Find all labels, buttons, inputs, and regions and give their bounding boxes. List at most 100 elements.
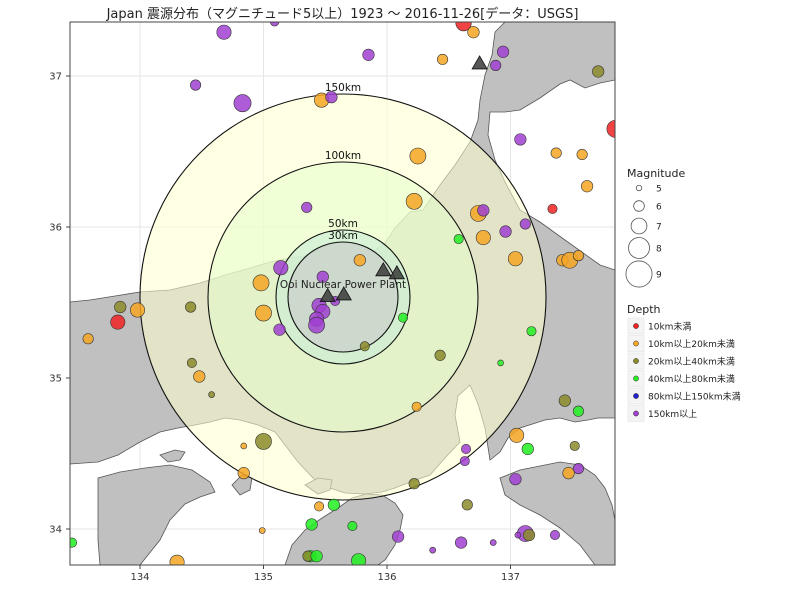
earthquake-point	[273, 260, 289, 276]
legend-depth-dot	[633, 393, 639, 399]
earthquake-point	[569, 440, 580, 451]
earthquake-point	[353, 254, 366, 267]
earthquake-point	[82, 333, 94, 345]
y-axis-ticks: 34 35 36 37	[49, 72, 70, 536]
earthquake-point	[550, 147, 562, 159]
earthquake-point	[576, 148, 588, 161]
earthquake-point	[467, 26, 480, 39]
legend-magnitude-label: 7	[656, 223, 662, 233]
x-axis-ticks: 134 135 136 137	[130, 565, 520, 583]
earthquake-point	[316, 270, 329, 283]
nuclear-plant-marker	[471, 55, 488, 70]
y-tick-label: 36	[49, 223, 62, 234]
earthquake-point	[190, 79, 202, 91]
earthquake-point	[411, 401, 422, 412]
earthquake-point	[429, 546, 436, 554]
earthquake-point	[237, 467, 250, 480]
earthquake-point	[233, 94, 252, 113]
earthquake-point	[580, 180, 594, 193]
legend: Magnitude 5 6 7 8 9 Depth 10km未満 10km以上20km未満 20k…	[625, 167, 741, 422]
plot-border	[69, 21, 616, 566]
legend-magnitude-circle	[628, 237, 650, 259]
earthquake-point	[572, 405, 584, 417]
plant-label: Ooi Nuclear Power Plant	[280, 279, 406, 291]
land-area	[97, 464, 216, 565]
legend-depth-dot	[633, 358, 639, 364]
earthquake-point	[308, 316, 325, 334]
earthquake-point	[592, 65, 605, 78]
earthquake-point	[522, 528, 536, 542]
legend-depth-title: Depth	[627, 303, 661, 316]
earthquake-point	[497, 359, 504, 367]
earthquake-point	[169, 554, 185, 565]
earthquake-point	[301, 201, 313, 213]
earthquake-point	[398, 312, 409, 323]
legend-depth-label: 10km未満	[648, 321, 691, 333]
legend-magnitude-circle	[625, 260, 653, 288]
map-title: Japan 震源分布（マグニチュード5以上）1923 ～ 2016-11-26[…	[106, 7, 579, 22]
nuclear-plant-marker	[388, 265, 406, 280]
legend-depth-dot	[633, 410, 639, 417]
legend-magnitude-circle	[633, 200, 645, 212]
legend-depth-label: 150km以上	[648, 409, 697, 420]
earthquake-point	[496, 45, 510, 58]
y-tick-label: 34	[49, 525, 62, 536]
legend-magnitude-circle	[630, 217, 648, 235]
ring-label-150km: 150km	[325, 82, 361, 94]
y-tick-label: 37	[49, 72, 62, 83]
x-tick-label: 134	[130, 572, 149, 583]
ring-label-100km: 100km	[325, 150, 361, 162]
earthquake-point	[273, 323, 286, 336]
earthquake-point	[572, 250, 584, 262]
earthquake-point	[114, 300, 127, 314]
earthquake-point	[490, 59, 502, 71]
earthquake-point	[521, 442, 534, 456]
x-tick-label: 136	[377, 572, 396, 583]
earthquake-point	[252, 274, 270, 292]
earthquake-point	[455, 536, 468, 549]
x-tick-label: 135	[254, 572, 273, 583]
earthquake-point	[572, 463, 584, 475]
legend-depth-label: 40km以上80km未満	[648, 373, 735, 385]
earthquake-point	[359, 341, 370, 352]
earthquake-point	[461, 499, 473, 511]
earthquake-point	[477, 204, 490, 217]
earthquake-point	[434, 349, 446, 361]
ring-label-50km: 50km	[328, 218, 358, 230]
nuclear-plant-marker	[375, 261, 392, 277]
earthquake-point	[314, 501, 325, 512]
y-tick-label: 35	[49, 374, 62, 385]
earthquake-point	[509, 473, 522, 486]
earthquake-point	[475, 230, 491, 246]
earthquake-point	[255, 433, 272, 450]
earthquake-point	[562, 467, 575, 480]
earthquake-point	[558, 394, 571, 407]
earthquake-point	[514, 133, 527, 146]
legend-depth-dot	[633, 375, 639, 382]
earthquake-point	[185, 301, 197, 313]
earthquake-point	[351, 553, 367, 565]
earthquake-point	[499, 225, 512, 238]
land-area	[159, 449, 186, 463]
legend-depth-label: 80km以上150km未満	[648, 391, 741, 403]
earthquake-point	[606, 119, 615, 138]
earthquake-point	[305, 518, 318, 531]
legend-depth-dot	[633, 340, 639, 347]
legend-magnitude-circle	[635, 184, 643, 192]
earthquake-point	[547, 203, 558, 214]
earthquake-point	[461, 443, 472, 454]
earthquake-point	[507, 251, 523, 267]
earthquake-point	[186, 357, 197, 368]
earthquake-point	[327, 498, 340, 511]
earthquake-point	[489, 539, 497, 546]
ring-label-30km: 30km	[328, 230, 358, 242]
earthquake-point	[362, 48, 375, 61]
earthquake-point	[269, 22, 280, 27]
earthquake-point	[347, 520, 358, 531]
earthquake-point	[70, 537, 78, 548]
earthquake-point	[240, 442, 248, 450]
earthquake-point	[453, 234, 464, 245]
earthquake-point	[405, 192, 423, 210]
